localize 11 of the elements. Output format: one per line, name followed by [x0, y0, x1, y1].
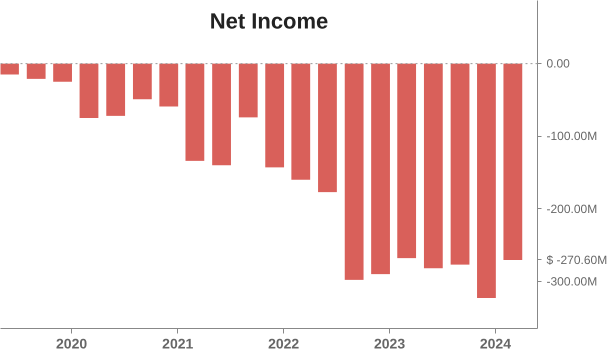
x-tick-label: 2023 — [374, 336, 406, 352]
x-tick-label: 2021 — [162, 336, 194, 352]
y-tick-label: 0.00 — [546, 56, 570, 71]
y-tick-label: -200.00M — [546, 202, 598, 216]
x-tick-label: 2024 — [480, 336, 512, 352]
chart-title: Net Income — [210, 8, 328, 34]
y-tick-label: -300.00M — [546, 274, 598, 288]
x-tick-label: 2022 — [268, 336, 300, 352]
y-tick-label: -100.00M — [546, 129, 598, 144]
y-tick-label: $ -270.60M — [546, 252, 608, 267]
x-tick-label: 2020 — [56, 336, 88, 352]
